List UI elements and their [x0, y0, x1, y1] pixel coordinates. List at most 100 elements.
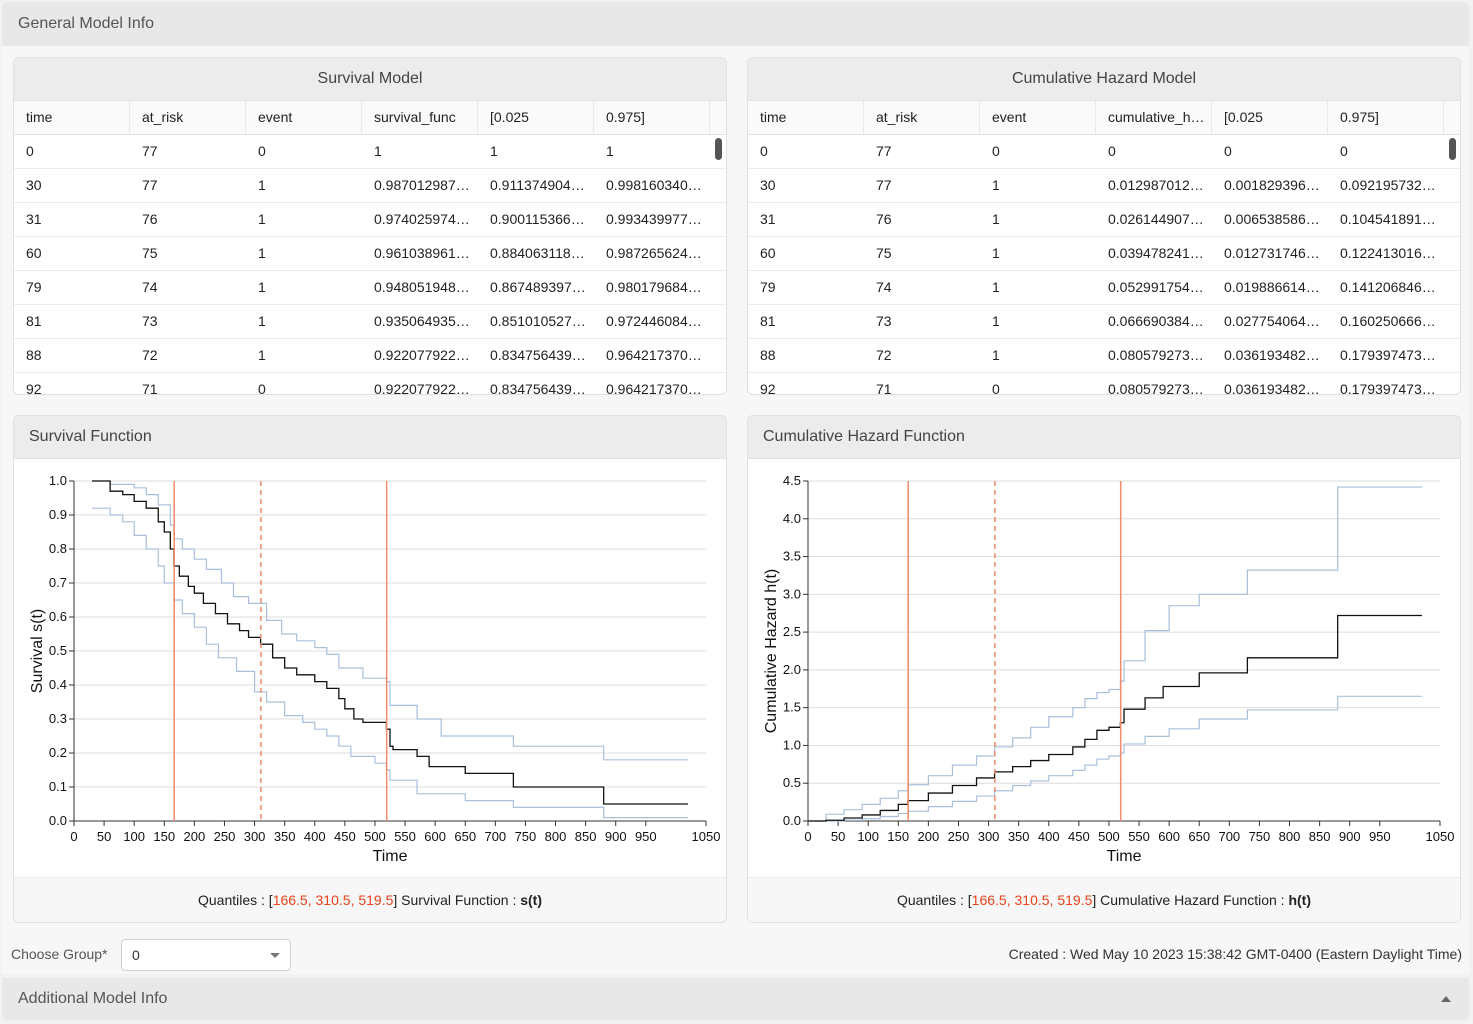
- series-line-estimate: [808, 614, 1422, 822]
- column-header[interactable]: at_risk: [864, 101, 980, 134]
- x-tick-label: 800: [545, 829, 567, 844]
- y-tick-label: 0.0: [783, 813, 801, 828]
- table-row[interactable]: 88 72 1 0.922077922… 0.834756439… 0.964217370…: [14, 339, 726, 373]
- table-cell: 0.867489397…: [490, 279, 586, 295]
- x-tick-label: 150: [887, 829, 909, 844]
- table-row[interactable]: 60 75 1 0.039478241… 0.012731746… 0.122413016…: [748, 237, 1460, 271]
- y-tick-label: 1.0: [49, 473, 67, 488]
- table-row[interactable]: 31 76 1 0.026144907… 0.006538586… 0.104541891…: [748, 203, 1460, 237]
- table-row[interactable]: 0 77 0 1 1 1: [14, 135, 726, 169]
- group-select[interactable]: 0: [121, 939, 291, 971]
- column-header[interactable]: time: [748, 101, 864, 134]
- additional-model-info-header[interactable]: Additional Model Info: [2, 978, 1469, 1020]
- table-row[interactable]: 79 74 1 0.948051948… 0.867489397… 0.980179684…: [14, 271, 726, 305]
- x-tick-label: 350: [274, 829, 296, 844]
- table-cell: 1: [992, 347, 1000, 363]
- x-tick-label: 350: [1008, 829, 1030, 844]
- column-header[interactable]: event: [980, 101, 1096, 134]
- table-cell: 0.080579273…: [1108, 381, 1204, 395]
- column-header[interactable]: 0.975]: [1328, 101, 1444, 134]
- x-tick-label: 200: [918, 829, 940, 844]
- table-cell: 81: [26, 313, 42, 329]
- survival-model-table[interactable]: time at_risk event survival_func [0.025 0.975…: [14, 101, 726, 395]
- table-row[interactable]: 92 71 0 0.922077922… 0.834756439… 0.964217370…: [14, 373, 726, 395]
- chevron-down-icon: [270, 953, 280, 958]
- column-header[interactable]: event: [246, 101, 362, 134]
- column-header[interactable]: cumulative_h…: [1096, 101, 1212, 134]
- table-cell: 81: [760, 313, 776, 329]
- cumulative-hazard-function-panel: Cumulative Hazard Function 0.0 0.5 1.0 1.5 2…: [747, 415, 1461, 923]
- table-cell: 0: [258, 143, 266, 159]
- function-symbol: h(t): [1288, 892, 1312, 908]
- y-axis-label: Survival s(t): [29, 609, 46, 693]
- column-header[interactable]: [0.025: [478, 101, 594, 134]
- x-tick-label: 50: [831, 829, 845, 844]
- column-header[interactable]: time: [14, 101, 130, 134]
- table-cell: 74: [142, 279, 158, 295]
- survival-function-panel: Survival Function 0.0 0.1 0.2 0.3 0.4 0.5 0.6 0…: [13, 415, 727, 923]
- table-cell: 0.964217370…: [606, 381, 702, 395]
- cumulative-hazard-function-legend: Quantiles : [166.5, 310.5, 519.5] Cumula…: [748, 877, 1460, 922]
- x-tick-label: 950: [635, 829, 657, 844]
- y-tick-label: 2.5: [783, 624, 801, 639]
- x-tick-label: 500: [1098, 829, 1120, 844]
- table-row[interactable]: 0 77 0 0 0 0: [748, 135, 1460, 169]
- table-row[interactable]: 30 77 1 0.012987012… 0.001829396… 0.092195732…: [748, 169, 1460, 203]
- table-cell: 1: [258, 245, 266, 261]
- cumulative-hazard-model-table[interactable]: time at_risk event cumulative_h… [0.025 0.975…: [748, 101, 1460, 395]
- table-cell: 0.935064935…: [374, 313, 470, 329]
- x-tick-label: 850: [575, 829, 597, 844]
- table-row[interactable]: 88 72 1 0.080579273… 0.036193482… 0.179397473…: [748, 339, 1460, 373]
- column-header[interactable]: at_risk: [130, 101, 246, 134]
- table-cell: 31: [760, 211, 776, 227]
- y-tick-label: 2.0: [783, 662, 801, 677]
- table-cell: 0.036193482…: [1224, 347, 1320, 363]
- table-cell: 1: [992, 279, 1000, 295]
- table-cell: 0.160250666…: [1340, 313, 1436, 329]
- quantile-3: 519.5: [1057, 892, 1093, 908]
- table-row[interactable]: 60 75 1 0.961038961… 0.884063118… 0.987265624…: [14, 237, 726, 271]
- table-row[interactable]: 92 71 0 0.080579273… 0.036193482… 0.179397473…: [748, 373, 1460, 395]
- table-cell: 0.066690384…: [1108, 313, 1204, 329]
- y-tick-label: 0.2: [49, 745, 67, 760]
- survival-function-legend: Quantiles : [166.5, 310.5, 519.5] Surviv…: [14, 877, 726, 922]
- table-cell: 0.141206846…: [1340, 279, 1436, 295]
- scrollbar-thumb[interactable]: [1449, 138, 1456, 160]
- column-header[interactable]: 0.975]: [594, 101, 710, 134]
- table-cell: 0: [1224, 143, 1232, 159]
- x-tick-label: 400: [1038, 829, 1060, 844]
- table-row[interactable]: 81 73 1 0.935064935… 0.851010527… 0.972446084…: [14, 305, 726, 339]
- table-row[interactable]: 79 74 1 0.052991754… 0.019886614… 0.141206846…: [748, 271, 1460, 305]
- quantiles-label: Quantiles : [: [896, 892, 972, 908]
- general-model-info-title: General Model Info: [18, 15, 155, 32]
- caret-up-icon[interactable]: [1441, 996, 1451, 1002]
- x-tick-label: 450: [334, 829, 356, 844]
- cumulative-hazard-function-title: Cumulative Hazard Function: [748, 416, 1460, 459]
- table-cell: 0: [258, 381, 266, 395]
- table-cell: 88: [760, 347, 776, 363]
- x-tick-label: 400: [304, 829, 326, 844]
- table-row[interactable]: 31 76 1 0.974025974… 0.900115366… 0.993439977…: [14, 203, 726, 237]
- x-tick-label: 600: [1158, 829, 1180, 844]
- cumulative-hazard-model-panel: Cumulative Hazard Model time at_risk event…: [747, 57, 1461, 395]
- column-header[interactable]: [0.025: [1212, 101, 1328, 134]
- y-tick-label: 0.6: [49, 609, 67, 624]
- table-cell: 1: [992, 211, 1000, 227]
- x-tick-label: 450: [1068, 829, 1090, 844]
- table-cell: 0: [760, 143, 768, 159]
- table-cell: 71: [142, 381, 158, 395]
- general-model-info-header[interactable]: General Model Info: [2, 2, 1469, 46]
- table-row[interactable]: 81 73 1 0.066690384… 0.027754064… 0.160250666…: [748, 305, 1460, 339]
- column-header[interactable]: survival_func: [362, 101, 478, 134]
- y-tick-label: 0.7: [49, 575, 67, 590]
- table-cell: 0.851010527…: [490, 313, 586, 329]
- function-label: ] Survival Function :: [393, 892, 521, 908]
- scrollbar-thumb[interactable]: [715, 138, 722, 160]
- table-cell: 0.179397473…: [1340, 381, 1436, 395]
- table-cell: 0: [992, 143, 1000, 159]
- x-tick-label: 650: [454, 829, 476, 844]
- quantiles-label: Quantiles : [: [197, 892, 273, 908]
- table-row[interactable]: 30 77 1 0.987012987… 0.911374904… 0.998160340…: [14, 169, 726, 203]
- table-cell: 1: [490, 143, 498, 159]
- table-cell: 0.080579273…: [1108, 347, 1204, 363]
